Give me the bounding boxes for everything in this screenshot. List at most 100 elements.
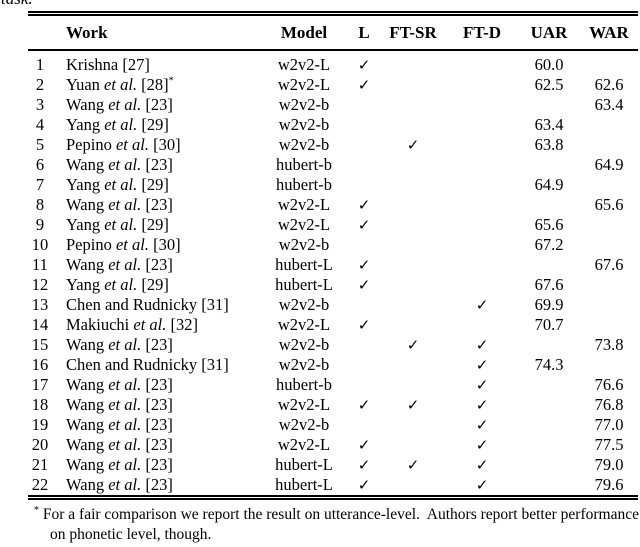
war-cell <box>580 275 638 295</box>
check-icon: ✓ <box>475 356 489 374</box>
work-etal-text: et al. <box>115 235 154 254</box>
work-cell: Krishna [27] <box>52 50 260 75</box>
model-cell: w2v2-L <box>277 195 331 214</box>
cropped-caption-text: task. <box>1 0 33 9</box>
model-cell: w2v2-b <box>278 115 330 134</box>
check-icon: ✓ <box>475 336 489 354</box>
model-cell: hubert-L <box>275 275 333 294</box>
row-number-cell: 15 <box>31 335 49 354</box>
col-header-work: Work <box>52 13 260 51</box>
col-header-l: L <box>348 13 380 51</box>
work-author-text: Wang <box>66 395 109 414</box>
work-etal-text: et al. <box>108 375 146 394</box>
work-citation-ref: [23] <box>145 255 173 274</box>
uar-cell: 62.5 <box>534 75 564 94</box>
l-check-cell <box>348 175 380 195</box>
table-footnote: * For a fair comparison we report the re… <box>34 505 640 544</box>
model-cell: w2v2-b <box>278 135 330 154</box>
ft-sr-check-cell <box>380 255 446 275</box>
table-row: 4 Yang et al. [29] w2v2-b 63.4 <box>28 115 638 135</box>
model-cell: hubert-L <box>275 455 333 474</box>
war-cell: 63.4 <box>594 95 624 114</box>
war-cell <box>580 50 638 75</box>
work-etal-text: et al. <box>108 255 146 274</box>
check-icon: ✓ <box>357 476 371 494</box>
work-author-text: Chen and Rudnicky <box>66 295 202 314</box>
l-check-cell: ✓ <box>348 215 380 235</box>
check-icon: ✓ <box>357 56 371 74</box>
work-author-text: Yang <box>66 115 105 134</box>
check-icon: ✓ <box>357 456 371 474</box>
work-etal-text: et al. <box>108 195 146 214</box>
col-header-index <box>28 13 52 51</box>
work-author-text: Wang <box>66 95 109 114</box>
uar-cell: 63.8 <box>534 135 564 154</box>
ft-d-check-cell <box>446 75 518 95</box>
ft-sr-check-cell <box>380 50 446 75</box>
work-author-text: Yuan <box>66 75 105 94</box>
work-cell: Wang et al. [23] <box>52 475 260 498</box>
col-header-ft-sr: FT-SR <box>380 13 446 51</box>
war-cell: 62.6 <box>594 75 624 94</box>
footnote-marker: * <box>34 504 39 516</box>
work-etal-text: et al. <box>108 155 146 174</box>
model-cell: hubert-L <box>275 475 333 494</box>
work-etal-text: et al. <box>104 175 142 194</box>
work-author-text: Wang <box>66 155 109 174</box>
ft-sr-check-cell <box>380 235 446 255</box>
row-number-cell: 20 <box>31 435 49 454</box>
war-cell <box>580 315 638 335</box>
uar-cell: 67.6 <box>534 275 564 294</box>
ft-d-check-cell <box>446 135 518 155</box>
work-citation-ref: [23] <box>145 475 173 494</box>
row-number-cell: 2 <box>35 75 45 94</box>
ft-d-check-cell <box>446 195 518 215</box>
row-number-cell: 19 <box>31 415 49 434</box>
work-citation-ref: [23] <box>145 415 173 434</box>
check-icon: ✓ <box>357 436 371 454</box>
check-icon: ✓ <box>357 76 371 94</box>
ft-d-check-cell: ✓ <box>446 295 518 315</box>
ft-sr-check-cell: ✓ <box>380 335 446 355</box>
table-row: 8 Wang et al. [23] w2v2-L ✓ 65.6 <box>28 195 638 215</box>
ft-d-check-cell <box>446 155 518 175</box>
col-header-model: Model <box>260 13 348 51</box>
check-icon: ✓ <box>357 316 371 334</box>
l-check-cell <box>348 135 380 155</box>
table-row: 19 Wang et al. [23] w2v2-b ✓ 77.0 <box>28 415 638 435</box>
ft-sr-check-cell <box>380 175 446 195</box>
check-icon: ✓ <box>357 256 371 274</box>
check-icon: ✓ <box>475 416 489 434</box>
war-cell: 73.8 <box>594 335 624 354</box>
work-cell: Wang et al. [23] <box>52 195 260 215</box>
work-cell: Pepino et al. [30] <box>52 235 260 255</box>
row-number-cell: 4 <box>35 115 45 134</box>
table-row: 16 Chen and Rudnicky [31] w2v2-b ✓ 74.3 <box>28 355 638 375</box>
war-cell: 79.6 <box>594 475 624 494</box>
ft-sr-check-cell <box>380 295 446 315</box>
war-cell: 67.6 <box>594 255 624 274</box>
ft-d-check-cell: ✓ <box>446 375 518 395</box>
work-etal-text: et al. <box>104 115 142 134</box>
ft-d-check-cell: ✓ <box>446 435 518 455</box>
work-author-text: Krishna <box>66 55 123 74</box>
col-header-war: WAR <box>580 13 638 51</box>
war-cell: 76.6 <box>594 375 624 394</box>
uar-cell: 74.3 <box>534 355 564 374</box>
war-cell <box>580 235 638 255</box>
work-citation-ref: [28] <box>141 75 169 94</box>
l-check-cell <box>348 235 380 255</box>
work-cell: Wang et al. [23] <box>52 155 260 175</box>
col-header-ft-d: FT-D <box>446 13 518 51</box>
check-icon: ✓ <box>475 476 489 494</box>
model-cell: hubert-b <box>276 155 332 174</box>
work-etal-text: et al. <box>108 455 146 474</box>
l-check-cell: ✓ <box>348 255 380 275</box>
uar-cell <box>518 395 580 415</box>
row-number-cell: 3 <box>35 95 45 114</box>
row-number-cell: 6 <box>35 155 45 174</box>
row-number-cell: 8 <box>35 195 45 214</box>
ft-d-check-cell <box>446 235 518 255</box>
row-number-cell: 17 <box>31 375 49 394</box>
